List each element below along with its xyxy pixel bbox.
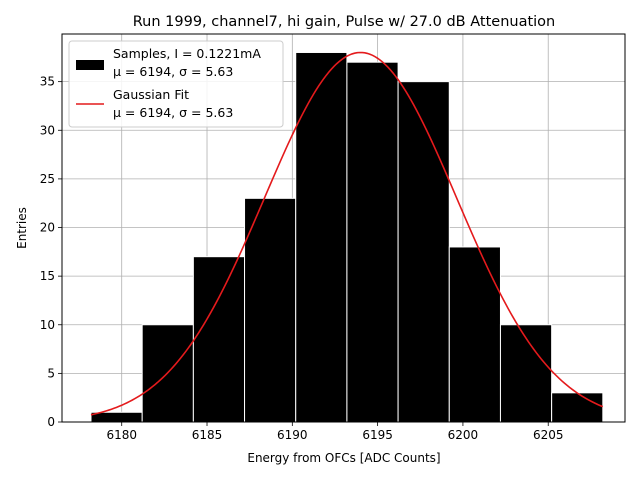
x-tick-label: 6200	[448, 428, 479, 442]
legend-fit-label: Gaussian Fit	[113, 87, 189, 102]
legend-samples-swatch	[76, 60, 104, 70]
histogram-bar	[346, 61, 399, 423]
legend-fit-stats: μ = 6194, σ = 5.63	[113, 105, 233, 120]
histogram-bar	[192, 256, 246, 423]
histogram-bar	[397, 81, 450, 423]
chart-title: Run 1999, channel7, hi gain, Pulse w/ 27…	[133, 14, 556, 30]
y-tick-label: 0	[47, 415, 55, 429]
histogram-bar	[295, 51, 348, 423]
x-tick-label: 6185	[192, 428, 223, 442]
legend: Samples, I = 0.1221mA μ = 6194, σ = 5.63…	[68, 40, 284, 128]
x-axis-label: Energy from OFCs [ADC Counts]	[247, 451, 440, 465]
gaussian-fit-line	[90, 51, 604, 416]
legend-samples-stats: μ = 6194, σ = 5.63	[113, 64, 233, 79]
plot-frame	[61, 33, 626, 423]
legend-box	[68, 40, 284, 128]
legend-samples-label: Samples, I = 0.1221mA	[113, 46, 261, 61]
y-tick-label: 30	[40, 123, 55, 137]
x-tick-label: 6180	[106, 428, 137, 442]
histogram-bar	[551, 392, 604, 423]
y-axis-label: Entries	[15, 207, 29, 249]
x-axis-ticks: 6180 6185 6190 6195 6200 6205	[106, 422, 564, 442]
y-tick-label: 10	[40, 318, 55, 332]
x-tick-label: 6190	[277, 428, 308, 442]
x-tick-label: 6195	[362, 428, 393, 442]
y-tick-label: 25	[40, 172, 55, 186]
y-tick-label: 5	[47, 366, 55, 380]
y-tick-label: 35	[40, 75, 55, 89]
histogram-bar	[499, 324, 553, 423]
histogram-bar	[448, 246, 501, 423]
gaussian-fit-curve	[90, 51, 604, 416]
y-tick-label: 15	[40, 269, 55, 283]
y-axis-ticks: 0 5 10 15 20 25 30 35	[40, 75, 62, 429]
histogram-bar	[244, 197, 297, 423]
x-tick-label: 6205	[533, 428, 564, 442]
y-tick-label: 20	[40, 221, 55, 235]
